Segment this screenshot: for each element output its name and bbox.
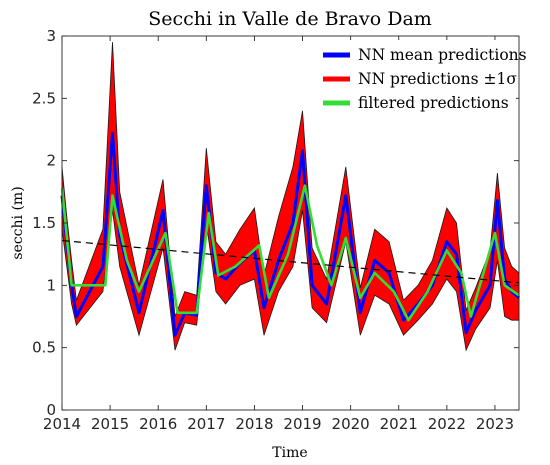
tick-layer: 2014 2015 2016 2017 2018 2019 2020 2021 2022 2023… [32, 27, 519, 433]
series-lines-layer [60, 131, 520, 337]
x-tick-label: 2019 [283, 415, 321, 433]
x-tick-label: 2014 [43, 415, 81, 433]
x-tick-label: 2023 [476, 415, 514, 433]
legend-label-mean: NN mean predictions [358, 46, 527, 64]
x-tick-label: 2017 [187, 415, 225, 433]
x-tick-label: 2015 [91, 415, 129, 433]
y-tick-label: 2 [46, 152, 56, 170]
trend-line [61, 239, 520, 284]
y-tick-label: 0 [46, 401, 56, 419]
y-tick-label: 3 [46, 27, 56, 45]
x-tick-label: 2018 [235, 415, 273, 433]
filtered-prediction-line [60, 184, 520, 322]
y-tick-label: 2.5 [32, 89, 56, 107]
plot-area: 2014 2015 2016 2017 2018 2019 2020 2021 2022 2023… [32, 27, 520, 433]
legend-label-band: NN predictions ±1σ [358, 70, 517, 88]
y-tick-label: 1 [46, 276, 56, 294]
x-tick-label: 2022 [428, 415, 466, 433]
legend: NN mean predictions NN predictions ±1σ f… [318, 40, 527, 118]
x-tick-label: 2021 [380, 415, 418, 433]
y-tick-label: 0.5 [32, 339, 56, 357]
x-tick-label: 2016 [139, 415, 177, 433]
x-axis-label: Time [272, 445, 307, 461]
x-tick-label: 2020 [332, 415, 370, 433]
legend-label-filtered: filtered predictions [358, 94, 509, 112]
legend-box [318, 40, 516, 118]
chart-title: Secchi in Valle de Bravo Dam [148, 8, 432, 30]
y-tick-label: 1.5 [32, 214, 56, 232]
y-axis-label: secchi (m) [10, 186, 26, 259]
